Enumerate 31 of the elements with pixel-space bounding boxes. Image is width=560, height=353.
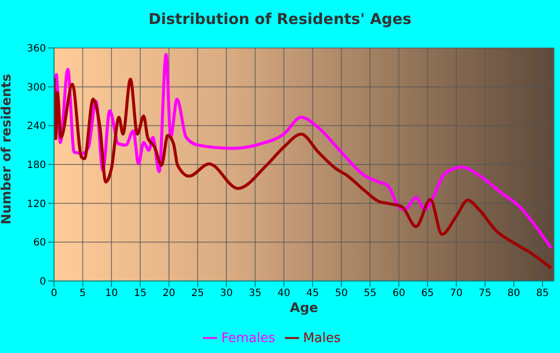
- x-tick-label: 25: [191, 288, 204, 300]
- y-tick-label: 60: [33, 238, 46, 249]
- legend-label: Females: [221, 331, 276, 346]
- x-tick-label: 55: [364, 288, 376, 300]
- x-tick-label: 10: [105, 288, 118, 300]
- x-tick-label: 50: [334, 288, 348, 300]
- x-tick-label: 40: [278, 288, 290, 300]
- x-tick-label: 0: [50, 288, 58, 300]
- y-tick-label: 120: [26, 198, 46, 210]
- x-tick-label: 5: [80, 288, 86, 300]
- y-tick-label: 180: [26, 160, 46, 172]
- x-axis-title: Age: [290, 301, 318, 316]
- y-axis-title: Number of residents: [0, 74, 15, 224]
- x-tick-label: 45: [306, 288, 319, 300]
- line-series: [54, 76, 553, 270]
- x-tick-label: 35: [248, 288, 262, 300]
- y-tick-label: 300: [26, 82, 46, 94]
- x-tick-label: 30: [220, 288, 233, 300]
- x-tick-label: 75: [478, 288, 492, 300]
- x-tick-label: 65: [421, 288, 434, 300]
- x-tick-label: 80: [507, 288, 520, 300]
- x-tick-label: 85: [536, 288, 549, 300]
- y-tick-label: 0: [40, 276, 46, 288]
- y-tick-label: 360: [26, 44, 46, 55]
- x-tick-label: 70: [450, 288, 463, 300]
- x-tick-label: 15: [134, 288, 147, 300]
- x-tick-label: 60: [392, 288, 406, 300]
- legend-label: Males: [303, 331, 341, 346]
- chart-title: Distribution of Residents' Ages: [148, 10, 412, 28]
- y-tick-label: 240: [26, 121, 46, 132]
- x-tick-label: 20: [162, 288, 176, 300]
